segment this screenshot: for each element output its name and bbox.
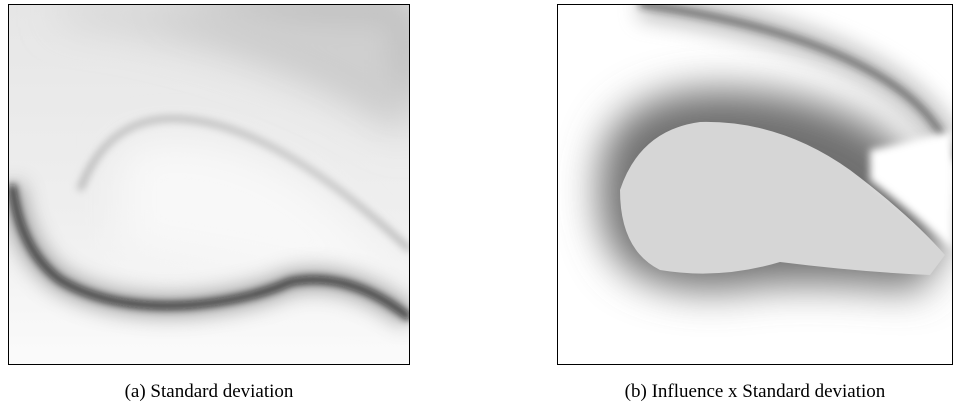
panel-b-image [557,4,953,365]
figure: (a) Standard deviation (b) Influence x S… [0,0,955,414]
caption: (a) Standard deviation [125,381,294,402]
panel-a-image [8,4,410,365]
page: (a) Standard deviation (b) Influence x S… [0,0,955,414]
caption: (b) Influence x Standard deviation [625,381,886,402]
